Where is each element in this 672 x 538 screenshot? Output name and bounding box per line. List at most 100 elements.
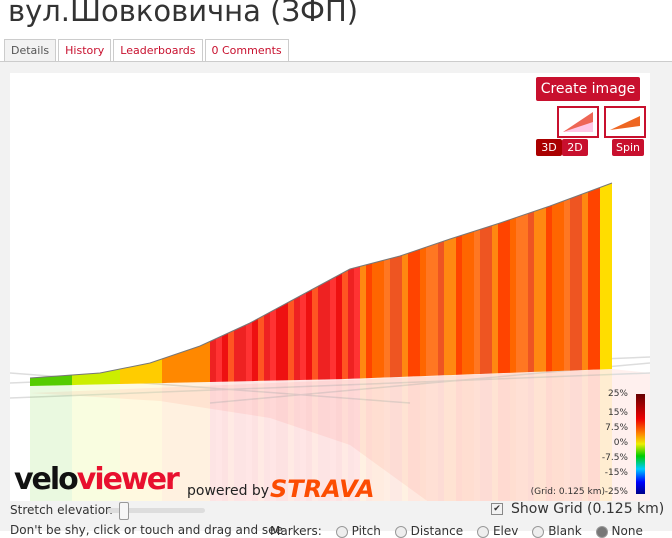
profile-segment [102, 371, 108, 385]
profile-shadow [330, 379, 336, 501]
profile-segment [450, 237, 456, 376]
profile-shadow [144, 383, 150, 501]
elevation-3d-view[interactable]: Create image 3D 2D Spin 25% 15% 7.5% 0% … [10, 73, 650, 501]
profile-shadow [66, 385, 72, 501]
profile-segment [222, 333, 228, 382]
3d-button[interactable]: 3D [536, 139, 562, 156]
radio-label: Elev [492, 524, 519, 538]
profile-shadow [426, 375, 432, 501]
profile-segment [594, 187, 600, 370]
profile-segment [498, 221, 504, 374]
profile-segment [444, 239, 450, 376]
profile-shadow [582, 370, 588, 501]
profile-shadow [168, 382, 174, 501]
profile-shadow [156, 383, 162, 501]
profile-segment [504, 219, 510, 374]
spin-button[interactable]: Spin [612, 139, 644, 156]
profile-shadow [312, 379, 318, 501]
profile-shadow [522, 372, 528, 501]
radio-pitch[interactable] [335, 525, 348, 538]
profile-segment [108, 370, 114, 385]
elevation-profile[interactable] [10, 73, 650, 501]
profile-segment [582, 191, 588, 371]
profile-shadow [444, 375, 450, 501]
profile-shadow [588, 369, 594, 501]
profile-segment [426, 245, 432, 376]
profile-shadow [48, 385, 54, 501]
profile-shadow [36, 385, 42, 501]
details-panel: Create image 3D 2D Spin 25% 15% 7.5% 0% … [0, 61, 672, 538]
profile-shadow [468, 374, 474, 501]
profile-shadow [132, 383, 138, 501]
profile-shadow [390, 377, 396, 501]
radio-none[interactable] [595, 525, 608, 538]
profile-segment [576, 194, 582, 371]
profile-segment [54, 375, 60, 386]
show-grid-label: Show Grid (0.125 km) [511, 501, 665, 517]
profile-shadow [360, 378, 366, 501]
profile-segment [126, 366, 132, 384]
radio-distance[interactable] [394, 525, 407, 538]
legend-label: -7.5% [601, 453, 628, 463]
profile-shadow [474, 374, 480, 501]
profile-segment [144, 363, 150, 384]
profile-segment [420, 247, 426, 377]
view-2d-thumbnail[interactable] [604, 106, 646, 138]
profile-segment [390, 257, 396, 378]
profile-shadow [264, 380, 270, 501]
profile-segment [318, 283, 324, 380]
tab-details[interactable]: Details [4, 39, 57, 61]
profile-shadow [300, 380, 306, 501]
profile-shadow [90, 384, 96, 501]
profile-shadow [372, 377, 378, 501]
grid-note: (Grid: 0.125 km) [530, 487, 605, 497]
profile-shadow [276, 380, 282, 501]
profile-segment [456, 235, 462, 375]
profile-shadow [354, 378, 360, 501]
show-grid-toggle[interactable]: ✔ Show Grid (0.125 km) [491, 501, 664, 517]
profile-shadow [318, 379, 324, 501]
profile-segment [138, 364, 144, 384]
profile-segment [600, 185, 606, 370]
profile-segment [186, 348, 192, 383]
radio-elev[interactable] [476, 525, 489, 538]
profile-shadow [336, 379, 342, 501]
tab-comments[interactable]: 0 Comments [204, 39, 289, 61]
profile-segment [282, 302, 288, 381]
profile-segment [312, 286, 318, 380]
profile-shadow [486, 373, 492, 501]
create-image-button[interactable]: Create image [536, 77, 640, 101]
profile-segment [60, 375, 66, 386]
profile-segment [462, 233, 468, 375]
profile-segment [396, 255, 402, 378]
view-3d-thumbnail[interactable] [557, 106, 599, 138]
slider-handle[interactable] [119, 502, 129, 520]
profile-segment [360, 264, 366, 379]
profile-segment [534, 209, 540, 372]
radio-blank[interactable] [532, 525, 545, 538]
profile-shadow [534, 371, 540, 501]
profile-segment [234, 327, 240, 382]
stretch-elevation-slider[interactable] [107, 502, 205, 520]
profile-segment [402, 253, 408, 377]
checkbox-icon[interactable]: ✔ [491, 503, 503, 515]
profile-shadow [378, 377, 384, 501]
profile-segment [162, 356, 168, 384]
tab-history[interactable]: History [58, 39, 112, 61]
profile-segment [252, 318, 258, 382]
profile-segment [288, 299, 294, 381]
profile-segment [294, 296, 300, 381]
profile-segment [564, 198, 570, 371]
tab-leaderboards[interactable]: Leaderboards [113, 39, 203, 61]
profile-shadow [282, 380, 288, 501]
profile-shadow [198, 382, 204, 501]
profile-segment [156, 358, 162, 384]
profile-shadow [498, 373, 504, 501]
profile-shadow [84, 384, 90, 501]
profile-segment [366, 263, 372, 379]
profile-segment [204, 341, 210, 383]
profile-segment [42, 376, 48, 386]
2d-button[interactable]: 2D [562, 139, 588, 156]
profile-shadow [102, 384, 108, 501]
page-title: вул.Шовковична (ЗФП) [8, 0, 359, 28]
